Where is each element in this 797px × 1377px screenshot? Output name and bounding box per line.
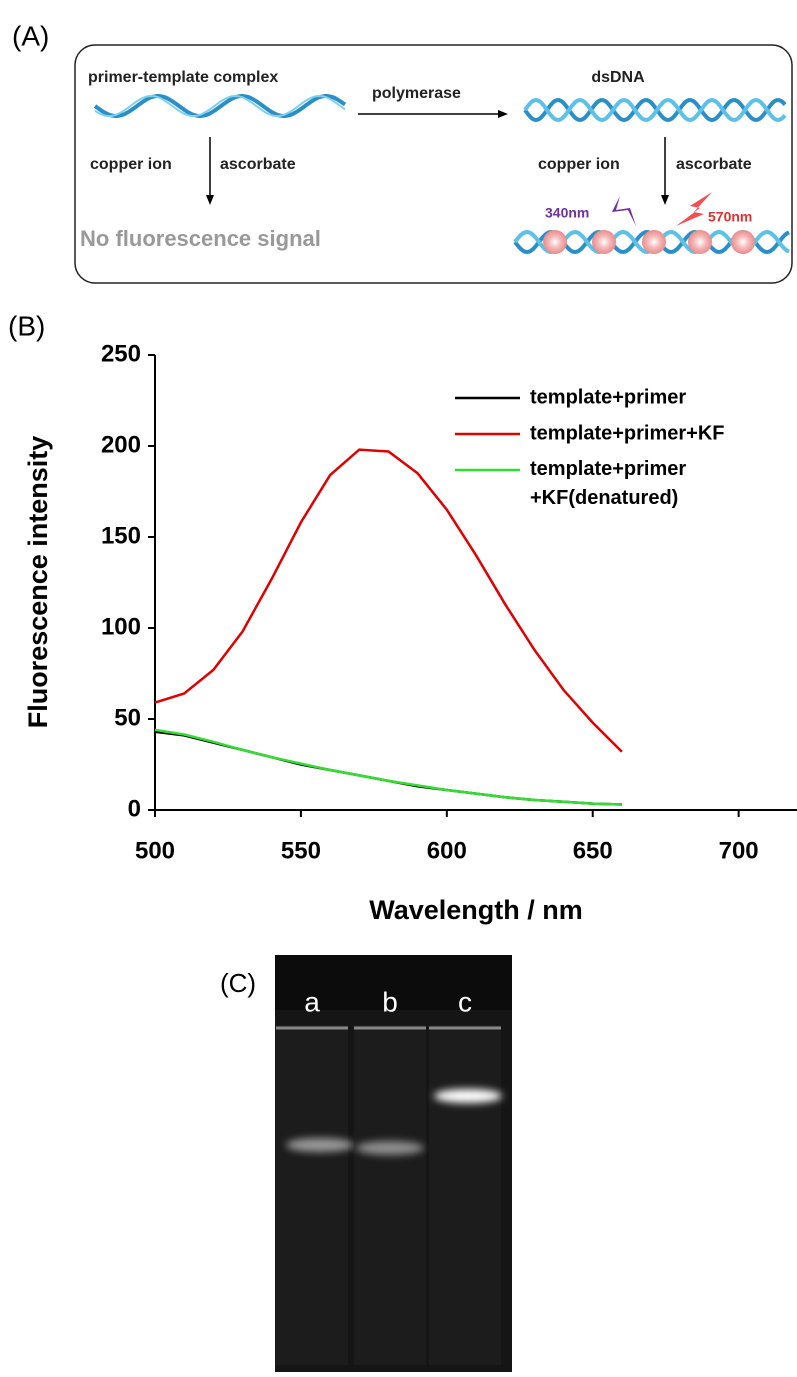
- scheme-box: [74, 44, 793, 284]
- arrow-label: polymerase: [372, 85, 461, 102]
- x-tick-label: 650: [573, 837, 613, 864]
- band: [434, 1089, 502, 1103]
- dna-strand: [94, 94, 346, 118]
- y-tick-label: 200: [101, 431, 141, 458]
- legend-label: template+primer: [530, 386, 686, 408]
- lane: [354, 1025, 426, 1365]
- copper-nanoparticle: [642, 230, 666, 254]
- panel-label: (C): [220, 968, 256, 998]
- right-title: dsDNA: [591, 69, 645, 86]
- no-signal: No fluorescence signal: [80, 226, 321, 251]
- arrow-head: [498, 110, 508, 118]
- series-line: [154, 728, 622, 806]
- reagent: ascorbate: [676, 156, 752, 173]
- lane-label: a: [304, 986, 320, 1017]
- y-tick-label: 0: [128, 795, 141, 822]
- left-title: primer-template complex: [88, 69, 278, 86]
- arrow-head: [661, 195, 669, 205]
- y-tick-label: 150: [101, 522, 141, 549]
- lane-label: c: [458, 986, 472, 1017]
- series-line: [154, 448, 623, 753]
- dna-strand: [523, 98, 787, 122]
- gel-top: [275, 955, 512, 1010]
- excitation-label: 340nm: [545, 205, 589, 221]
- lane-label: b: [382, 986, 398, 1017]
- x-axis-label: Wavelength / nm: [369, 895, 583, 925]
- x-tick-label: 700: [719, 837, 759, 864]
- y-tick-label: 250: [101, 340, 141, 367]
- reagent: ascorbate: [220, 156, 296, 173]
- panel-label: (A): [12, 20, 49, 51]
- series-line: [154, 730, 622, 806]
- y-axis-label: Fluorescence intensity: [23, 436, 53, 729]
- copper-nanoparticle: [731, 230, 755, 254]
- emission-bolt: [676, 192, 712, 226]
- dna-strand: [93, 94, 347, 118]
- lane: [429, 1025, 501, 1365]
- copper-nanoparticle: [592, 230, 616, 254]
- y-tick-label: 100: [101, 613, 141, 640]
- helices: [93, 94, 790, 255]
- emission-label: 570nm: [708, 209, 752, 225]
- copper-nanoparticle: [543, 230, 567, 254]
- reagent: copper ion: [538, 156, 620, 173]
- legend-label: template+primer+KF: [530, 422, 725, 444]
- gel-lanes: a b c: [276, 986, 502, 1365]
- band: [286, 1138, 354, 1152]
- band: [356, 1141, 424, 1155]
- arrow-head: [206, 195, 214, 205]
- x-tick-label: 500: [135, 837, 175, 864]
- copper-nanoparticle: [688, 230, 712, 254]
- lane: [276, 1025, 348, 1365]
- reagent: copper ion: [90, 156, 172, 173]
- chart: 0 50 100 150 200 250 500 550 600 650 700 Wavelength…: [23, 340, 797, 925]
- panel-label: (B): [8, 310, 45, 341]
- x-tick-label: 600: [427, 837, 467, 864]
- x-tick-label: 550: [281, 837, 321, 864]
- legend-label: template+primer +KF(denatured): [530, 458, 686, 509]
- y-tick-label: 50: [114, 704, 141, 731]
- excitation-bolt: [612, 196, 636, 226]
